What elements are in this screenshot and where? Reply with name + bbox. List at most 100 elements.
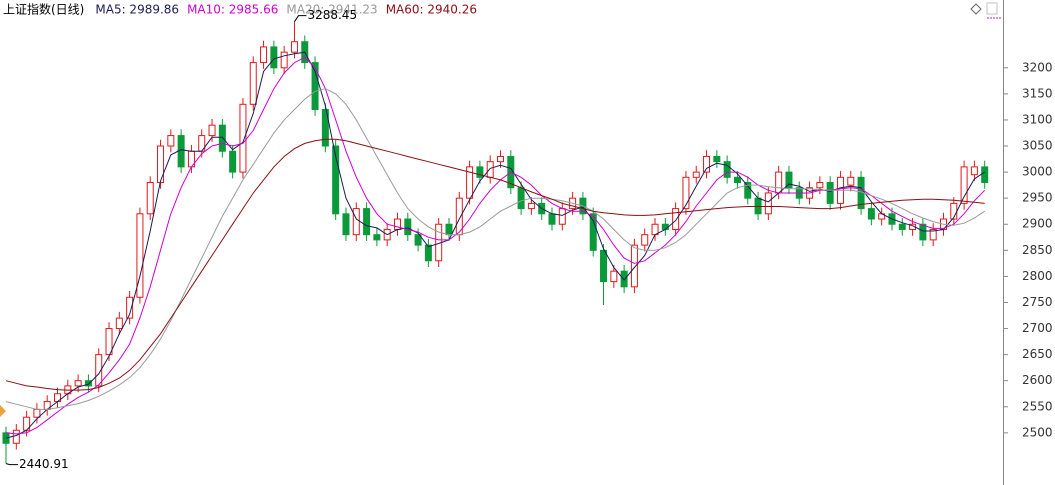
candle-body xyxy=(692,171,700,178)
y-tick-label: 3050 xyxy=(1022,139,1053,153)
candle-body xyxy=(466,166,474,199)
candle-body xyxy=(816,182,824,189)
candle-body xyxy=(342,213,350,236)
candle-body xyxy=(95,354,103,387)
candle-body xyxy=(249,62,257,105)
candle-body xyxy=(527,202,535,210)
candle-body xyxy=(136,213,144,298)
candle-body xyxy=(723,161,731,178)
candle-body xyxy=(208,124,216,137)
candle-body xyxy=(960,166,968,204)
candle-body xyxy=(898,223,906,230)
candle-body xyxy=(867,208,875,220)
icon-box xyxy=(986,2,998,15)
candle-body xyxy=(270,46,278,69)
legend-entry: MA60: 2940.26 xyxy=(386,3,477,17)
y-tick-label: 3200 xyxy=(1022,60,1053,74)
y-tick-label: 2900 xyxy=(1022,217,1053,231)
annotation-pointer xyxy=(294,15,307,22)
candle-body xyxy=(146,182,154,215)
candle-body xyxy=(919,223,927,241)
y-tick-label: 2800 xyxy=(1022,269,1053,283)
y-tick-label: 3100 xyxy=(1022,112,1053,126)
annotation-label: 2440.91 xyxy=(19,457,69,471)
candle-body xyxy=(229,150,237,173)
y-tick-label: 2600 xyxy=(1022,373,1053,387)
chart-title: 上证指数(日线) xyxy=(3,2,84,17)
plot-area xyxy=(2,21,989,464)
candle-body xyxy=(703,155,711,173)
candle-body xyxy=(847,176,855,186)
ma-line xyxy=(5,138,985,391)
candle-body xyxy=(610,270,618,283)
y-tick-label: 2650 xyxy=(1022,347,1053,361)
candle-body xyxy=(630,244,638,288)
candle-body xyxy=(239,103,247,173)
y-tick-label: 2850 xyxy=(1022,243,1053,257)
candle-body xyxy=(517,187,525,210)
ma-line xyxy=(5,88,985,410)
candle-body xyxy=(661,223,669,230)
candle-body xyxy=(641,234,649,246)
candle-body xyxy=(218,124,226,152)
candle-body xyxy=(754,197,762,215)
candle-body xyxy=(157,145,165,184)
candle-body xyxy=(280,51,288,69)
candle-body xyxy=(352,208,360,236)
candle-body xyxy=(126,296,134,319)
y-tick-label: 2550 xyxy=(1022,399,1053,413)
candle-body xyxy=(548,213,556,225)
candle-body xyxy=(785,171,793,189)
candle-body xyxy=(404,218,412,236)
candle-body xyxy=(764,192,772,215)
candle-body xyxy=(733,176,741,184)
candle-body xyxy=(167,135,175,147)
candle-body xyxy=(713,155,721,163)
candle-body xyxy=(260,46,268,64)
candle-body xyxy=(445,223,453,236)
candle-body xyxy=(115,317,123,330)
candle-body xyxy=(497,155,504,163)
candle-body xyxy=(620,270,628,288)
candle-body xyxy=(558,208,566,225)
candle-body xyxy=(476,166,484,178)
y-tick-label: 2750 xyxy=(1022,295,1053,309)
diamond-icon[interactable] xyxy=(970,3,982,15)
legend-entry: MA10: 2985.66 xyxy=(187,3,278,17)
legend: 上证指数(日线) MA5: 2989.86 MA10: 2985.66 MA20: … xyxy=(3,2,477,17)
candle-body xyxy=(826,182,834,204)
legend-entry: MA20: 2941.23 xyxy=(286,3,377,17)
y-tick-label: 2500 xyxy=(1022,425,1053,439)
y-tick-label: 2700 xyxy=(1022,321,1053,335)
candle-body xyxy=(373,234,381,241)
candle-body xyxy=(105,328,113,356)
annotation-pointer xyxy=(5,463,18,466)
candle-body xyxy=(363,208,371,236)
candle-body xyxy=(84,380,92,387)
candle-body xyxy=(672,208,680,230)
candle-body xyxy=(981,166,989,184)
legend-entry: MA5: 2989.86 xyxy=(95,3,179,17)
candle-body xyxy=(970,166,978,176)
candle-body xyxy=(290,41,298,53)
annotation-label: 3288.45 xyxy=(307,8,357,22)
candle-body xyxy=(321,109,329,147)
y-tick-label: 3000 xyxy=(1022,165,1053,179)
menu-icon[interactable] xyxy=(986,2,1001,19)
candle-body xyxy=(929,228,937,241)
candle-body xyxy=(33,408,41,418)
candle-body xyxy=(589,213,597,251)
y-tick-label: 2950 xyxy=(1022,191,1053,205)
left-marker xyxy=(0,405,6,417)
candle-body xyxy=(682,176,690,210)
candle-body xyxy=(12,429,20,444)
candle-body xyxy=(414,234,422,246)
candle-body xyxy=(775,171,783,194)
candle-body xyxy=(600,249,608,283)
y-tick-label: 3150 xyxy=(1022,86,1053,100)
candle-body xyxy=(424,244,432,262)
candle-body xyxy=(332,145,340,215)
